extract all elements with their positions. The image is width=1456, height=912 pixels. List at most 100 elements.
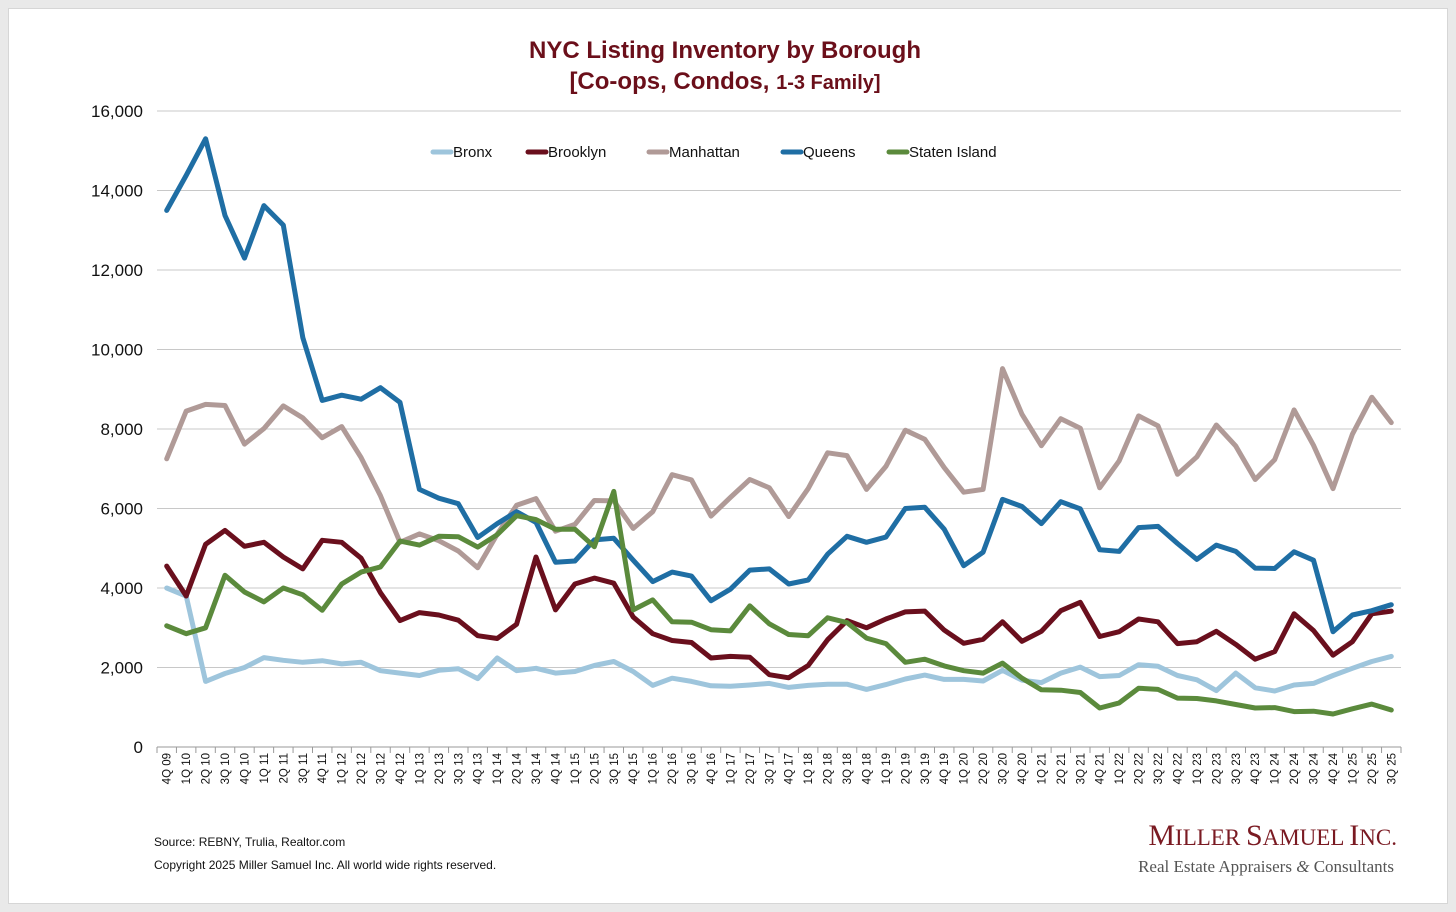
series-line-bronx	[164, 585, 1394, 694]
x-tick-label: 3Q 14	[531, 752, 543, 784]
x-tick-label: 1Q 12	[337, 753, 349, 784]
x-tick-label: 1Q 23	[1192, 753, 1204, 784]
x-tick-label: 2Q 12	[356, 753, 368, 784]
x-tick-label: 3Q 18	[842, 753, 854, 784]
x-tick-label: 2Q 23	[1211, 753, 1223, 784]
x-tick-label: 4Q 14	[550, 752, 562, 784]
x-tick-label: 4Q 24	[1328, 752, 1340, 784]
company-logo: MILLER SAMUEL INC. Real Estate Appraiser…	[1138, 819, 1397, 876]
logo-tagline-amp: &	[1296, 857, 1310, 876]
x-tick-label: 3Q 10	[220, 753, 232, 784]
x-tick-label: 4Q 19	[939, 753, 951, 784]
gridlines	[157, 110, 1401, 668]
x-tick-label: 2Q 11	[278, 753, 290, 783]
chart-subtitle-suffix: 1-3 Family]	[776, 72, 880, 94]
axes: 0 2,000 4,000 6,000 8,000 10,000 12,000 14,000 1…	[91, 102, 1402, 784]
logo-rest-s: AMUEL	[1263, 825, 1350, 850]
legend-label-staten-island: Staten Island	[909, 144, 997, 161]
x-tick-label: 1Q 18	[803, 753, 815, 784]
legend-label-brooklyn: Brooklyn	[548, 144, 606, 161]
legend-label-queens: Queens	[803, 144, 856, 161]
legend-label-manhattan: Manhattan	[669, 144, 740, 161]
x-tick-label: 1Q 21	[1036, 753, 1048, 784]
x-tick-label: 2Q 25	[1367, 753, 1379, 784]
x-tick-label: 3Q 19	[920, 753, 932, 784]
x-tick-label: 2Q 22	[1134, 753, 1146, 784]
x-tick-label: 2Q 18	[823, 753, 835, 784]
logo-rest-i: NC.	[1359, 825, 1397, 850]
x-tick-label: 1Q 14	[492, 752, 504, 784]
y-tick-label: 10,000	[91, 341, 143, 360]
x-tick-label: 2Q 21	[1056, 753, 1068, 784]
x-tick-label: 2Q 19	[900, 753, 912, 784]
chart-title: NYC Listing Inventory by Borough	[529, 37, 921, 64]
logo-tagline-post: Consultants	[1309, 857, 1394, 876]
logo-tagline-pre: Real Estate Appraisers	[1138, 857, 1296, 876]
y-tick-label: 8,000	[100, 420, 143, 439]
x-tick-label: 4Q 18	[861, 753, 873, 784]
series-line-manhattan	[164, 366, 1394, 571]
x-tick-label: 1Q 22	[1114, 753, 1126, 784]
series-line-brooklyn	[164, 527, 1394, 681]
x-tick-label: 1Q 16	[648, 753, 660, 784]
source-note: Source: REBNY, Trulia, Realtor.com	[154, 835, 345, 849]
x-tick-label: 3Q 11	[298, 753, 310, 783]
legend-label-bronx: Bronx	[453, 144, 493, 161]
x-tick-label: 2Q 20	[978, 753, 990, 784]
logo-cap-s: S	[1246, 819, 1263, 852]
x-tick-label: 2Q 24	[1289, 752, 1301, 784]
logo-cap-i: I	[1349, 819, 1359, 852]
chart-subtitle-prefix: [Co-ops, Condos,	[569, 68, 776, 95]
x-tick-label: 4Q 09	[162, 753, 174, 784]
x-tick-label: 1Q 24	[1270, 752, 1282, 784]
x-tick-label: 4Q 22	[1172, 753, 1184, 784]
x-tick-label: 2Q 14	[512, 752, 524, 784]
x-tick-label: 3Q 17	[764, 753, 776, 784]
legend: Bronx Brooklyn Manhattan Queens Staten Islan…	[430, 144, 997, 161]
x-tick-label: 3Q 15	[609, 753, 621, 784]
y-tick-label: 6,000	[100, 500, 143, 519]
x-tick-label: 4Q 21	[1095, 753, 1107, 784]
x-tick-label: 3Q 20	[998, 753, 1010, 784]
x-tick-label: 4Q 23	[1250, 753, 1262, 784]
x-tick-label: 4Q 12	[395, 753, 407, 784]
x-tick-label: 3Q 25	[1386, 753, 1398, 784]
x-tick-label: 2Q 10	[201, 753, 213, 784]
x-tick-label: 1Q 13	[414, 753, 426, 784]
x-tick-label: 1Q 10	[181, 753, 193, 784]
series-line-queens	[164, 136, 1394, 635]
x-tick-label: 3Q 16	[687, 753, 699, 784]
y-tick-label: 0	[134, 738, 143, 757]
y-tick-label: 4,000	[100, 579, 143, 598]
chart-frame: NYC Listing Inventory by Borough [Co-ops…	[8, 8, 1448, 904]
x-tick-label: 3Q 13	[453, 753, 465, 784]
logo-cap-m: M	[1148, 819, 1175, 852]
x-tick-label: 2Q 13	[434, 753, 446, 784]
y-tick-label: 16,000	[91, 102, 143, 121]
x-tick-label: 1Q 11	[259, 753, 271, 783]
x-tick-label: 2Q 16	[667, 753, 679, 784]
x-tick-label: 3Q 23	[1231, 753, 1243, 784]
chart-svg: NYC Listing Inventory by Borough [Co-ops…	[91, 37, 1402, 876]
logo-name: MILLER SAMUEL INC.	[1148, 819, 1397, 852]
x-tick-label: 3Q 21	[1075, 753, 1087, 784]
logo-tagline: Real Estate Appraisers & Consultants	[1138, 857, 1394, 876]
x-tick-label: 1Q 20	[959, 753, 971, 784]
y-tick-label: 12,000	[91, 261, 143, 280]
y-tick-label: 14,000	[91, 182, 143, 201]
logo-rest-m: ILLER	[1175, 825, 1246, 850]
series-lines	[164, 136, 1394, 717]
x-tick-label: 3Q 22	[1153, 753, 1165, 784]
x-tick-label: 1Q 19	[881, 753, 893, 784]
x-tick-label: 4Q 11	[317, 753, 329, 783]
chart-subtitle: [Co-ops, Condos, 1-3 Family]	[569, 68, 880, 95]
y-tick-label: 2,000	[100, 659, 143, 678]
x-tick-label: 4Q 17	[784, 753, 796, 784]
x-tick-label: 4Q 13	[473, 753, 485, 784]
x-tick-label: 3Q 12	[376, 753, 388, 784]
x-tick-label: 2Q 17	[745, 753, 757, 784]
copyright-note: Copyright 2025 Miller Samuel Inc. All wo…	[154, 858, 496, 872]
x-tick-label: 1Q 25	[1347, 753, 1359, 784]
x-tick-label: 4Q 16	[706, 753, 718, 784]
x-tick-label: 4Q 20	[1017, 753, 1029, 784]
